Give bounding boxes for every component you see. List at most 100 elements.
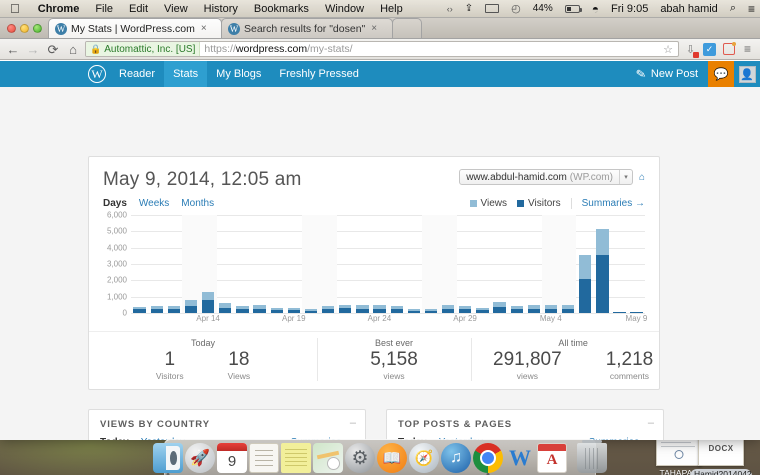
new-tab-button[interactable]	[392, 18, 422, 38]
battery-icon[interactable]	[559, 0, 586, 17]
dock-notes-icon[interactable]	[249, 443, 279, 473]
chart-bar-group[interactable]	[200, 215, 217, 313]
legend-visitors[interactable]: Visitors	[517, 198, 561, 209]
chart-bar-group[interactable]	[405, 215, 422, 313]
chart-bar-group[interactable]	[148, 215, 165, 313]
display-icon[interactable]	[479, 0, 505, 17]
chart-bar-group[interactable]	[577, 215, 594, 313]
chart-bar-group[interactable]	[388, 215, 405, 313]
menu-bar-clock[interactable]: Fri 9:05	[611, 2, 649, 15]
chart-bar-group[interactable]	[268, 215, 285, 313]
apple-menu-icon[interactable]: 	[0, 0, 30, 17]
maximize-window-button[interactable]	[33, 24, 42, 33]
dock-finder-icon[interactable]	[153, 443, 183, 475]
notification-center-icon[interactable]: ≡	[747, 1, 755, 16]
chart-bar-group[interactable]	[217, 215, 234, 313]
address-bar[interactable]: 🔒 Automattic, Inc. [US] https://wordpres…	[85, 41, 679, 57]
dock-word-icon[interactable]	[505, 443, 535, 473]
spotlight-search-icon[interactable]: ⌕	[729, 2, 736, 14]
notifications-button[interactable]: 💬	[708, 61, 734, 87]
wordpress-logo[interactable]: W	[84, 61, 110, 87]
chart-bar-group[interactable]	[474, 215, 491, 313]
panel-summaries-link[interactable]: Summaries →	[291, 437, 354, 440]
chart-bar-group[interactable]	[234, 215, 251, 313]
menu-history[interactable]: History	[193, 2, 238, 15]
chevron-down-icon[interactable]: ▾	[618, 170, 632, 184]
menu-chrome[interactable]: Chrome	[28, 2, 80, 15]
dock-safari-icon[interactable]	[409, 443, 439, 473]
chart-bar-group[interactable]	[337, 215, 354, 313]
stats-bar-chart[interactable]: 0 1,000 2,000 3,000 4,000 5,000 6,000 Apr 14 Ap…	[103, 211, 647, 327]
site-select[interactable]: www.abdul-hamid.com (WP.com) ▾	[459, 169, 633, 185]
menu-view[interactable]: View	[154, 2, 188, 15]
account-avatar-button[interactable]: 👤	[734, 61, 760, 87]
chart-bar-group[interactable]	[594, 215, 611, 313]
chrome-menu-icon[interactable]: ≡	[743, 42, 751, 56]
tab-yesterday[interactable]: Yesterday	[439, 437, 483, 440]
forward-icon[interactable]: →	[26, 41, 40, 57]
visit-site-home-icon[interactable]: ⌂	[638, 171, 645, 183]
chart-bar-group[interactable]	[422, 215, 439, 313]
time-machine-icon[interactable]: ◴	[511, 3, 521, 15]
dock-ibooks-icon[interactable]	[377, 443, 407, 473]
chart-bar-group[interactable]	[542, 215, 559, 313]
tab-close-icon[interactable]: ×	[200, 23, 207, 34]
chart-bar-group[interactable]	[611, 215, 628, 313]
chart-bar-group[interactable]	[508, 215, 525, 313]
chart-bar-group[interactable]	[371, 215, 388, 313]
minimize-panel-icon[interactable]: –	[647, 417, 654, 429]
tab-yesterday[interactable]: Yesterday	[141, 437, 185, 440]
tab-my-stats[interactable]: W My Stats | WordPress.com ×	[48, 18, 222, 38]
battery-percent[interactable]: 44%	[532, 3, 553, 14]
nav-freshly-pressed[interactable]: Freshly Pressed	[279, 68, 359, 80]
dock-itunes-icon[interactable]	[441, 443, 471, 473]
home-icon[interactable]: ⌂	[69, 41, 77, 57]
nav-my-blogs[interactable]: My Blogs	[216, 68, 262, 80]
download-icon[interactable]: ⇩	[683, 42, 699, 58]
menu-bookmarks[interactable]: Bookmarks	[244, 2, 309, 15]
menu-help[interactable]: Help	[370, 2, 403, 15]
extension-check-icon[interactable]: ✓	[702, 42, 717, 57]
nav-stats[interactable]: Stats	[164, 61, 208, 87]
chart-bar-group[interactable]	[525, 215, 542, 313]
chart-bar-group[interactable]	[131, 215, 148, 313]
chart-bar-group[interactable]	[302, 215, 319, 313]
menu-window[interactable]: Window	[315, 2, 364, 15]
dock-chrome-icon[interactable]	[473, 443, 503, 475]
nav-reader[interactable]: Reader	[119, 68, 156, 80]
chart-bar-group[interactable]	[285, 215, 302, 313]
dock-acrobat-icon[interactable]	[537, 443, 567, 473]
minimize-window-button[interactable]	[20, 24, 29, 33]
dock-trash-icon[interactable]	[577, 440, 607, 473]
dock-maps-icon[interactable]	[313, 443, 343, 473]
menu-edit[interactable]: Edit	[119, 2, 148, 15]
chart-bar-group[interactable]	[457, 215, 474, 313]
tab-close-icon[interactable]: ×	[371, 23, 378, 34]
dock-stickies-icon[interactable]	[281, 443, 311, 473]
chart-bar-group[interactable]	[182, 215, 199, 313]
airplay-icon[interactable]: ‹›	[446, 3, 453, 14]
tab-today[interactable]: Today	[398, 437, 427, 440]
dock-calendar-icon[interactable]: 9	[217, 443, 247, 473]
menu-bar-username[interactable]: abah hamid	[660, 2, 718, 15]
bookmark-star-icon[interactable]: ☆	[663, 43, 673, 56]
wifi-icon[interactable]: ◓	[591, 1, 600, 16]
chart-bar-group[interactable]	[560, 215, 577, 313]
new-post-button[interactable]: ✎ New Post	[626, 61, 708, 87]
chart-bar-group[interactable]	[628, 215, 645, 313]
panel-summaries-link[interactable]: Summaries →	[589, 437, 652, 440]
chart-bar-group[interactable]	[440, 215, 457, 313]
reload-icon[interactable]: ⟳	[47, 41, 59, 57]
back-icon[interactable]: ←	[6, 41, 20, 57]
chart-bar-group[interactable]	[320, 215, 337, 313]
extension-window-icon[interactable]	[721, 42, 736, 57]
chart-bar-group[interactable]	[251, 215, 268, 313]
bluetooth-icon[interactable]: ⇪	[464, 3, 474, 14]
tab-search-results[interactable]: W Search results for "dosen" ×	[221, 18, 393, 38]
legend-views[interactable]: Views	[469, 198, 507, 209]
minimize-panel-icon[interactable]: –	[349, 417, 356, 429]
chart-bar-group[interactable]	[491, 215, 508, 313]
chart-bar-group[interactable]	[354, 215, 371, 313]
tab-today[interactable]: Today	[100, 437, 129, 440]
tab-months[interactable]: Months	[181, 198, 215, 209]
